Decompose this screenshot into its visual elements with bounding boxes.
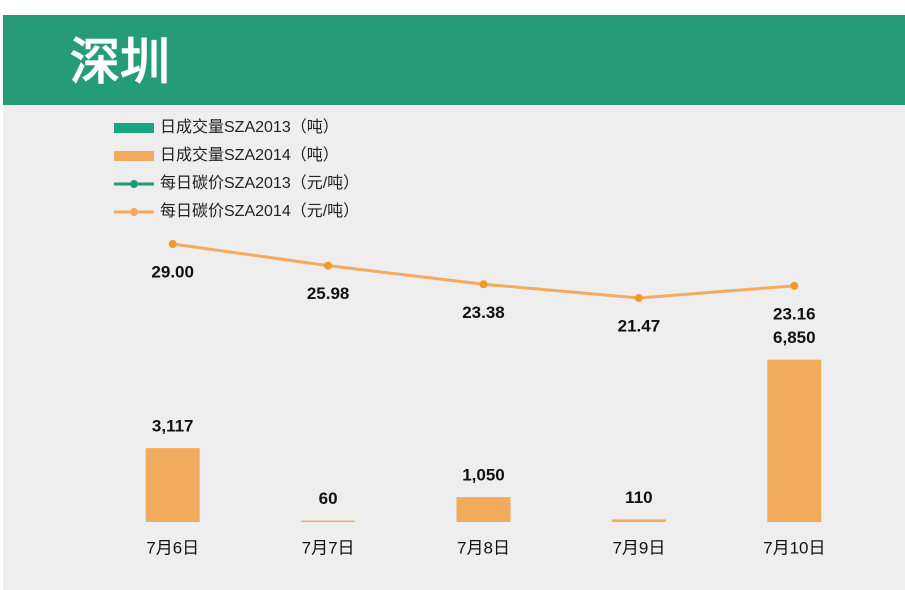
point	[168, 240, 177, 248]
data-label: 1,050	[462, 466, 505, 485]
data-label: 29.00	[151, 262, 194, 281]
legend-label: 日成交量SZA2014（吨）	[160, 146, 339, 164]
bar	[611, 519, 666, 522]
data-label: 21.47	[618, 316, 661, 335]
bar	[456, 497, 511, 522]
data-label: 110	[625, 488, 652, 507]
bar	[301, 520, 356, 523]
x-tick-label: 7月10日	[763, 538, 825, 557]
legend-swatch	[114, 151, 154, 161]
data-label: 6,850	[773, 328, 816, 347]
x-tick-label: 7月8日	[457, 538, 510, 557]
data-label: 60	[319, 489, 338, 508]
legend-swatch	[130, 180, 138, 188]
x-tick-label: 7月6日	[146, 538, 199, 557]
header	[3, 15, 905, 105]
data-label: 25.98	[307, 284, 350, 303]
legend-label: 日成交量SZA2013（吨）	[160, 118, 339, 136]
data-label: 23.16	[773, 304, 816, 323]
legend-swatch	[130, 208, 138, 216]
chart-title: 深圳	[70, 34, 170, 90]
data-label: 3,117	[152, 417, 194, 436]
legend-label: 每日碳价SZA2014（元/吨）	[160, 202, 359, 220]
legend-swatch	[114, 123, 154, 133]
bar	[145, 448, 200, 522]
x-tick-label: 7月9日	[612, 538, 665, 557]
legend-label: 每日碳价SZA2013（元/吨）	[160, 174, 359, 192]
data-label: 23.38	[462, 303, 505, 322]
point	[324, 261, 333, 270]
x-tick-label: 7月7日	[302, 538, 355, 557]
point	[479, 280, 488, 289]
bar	[767, 359, 822, 522]
point	[634, 293, 643, 302]
point	[790, 281, 799, 290]
